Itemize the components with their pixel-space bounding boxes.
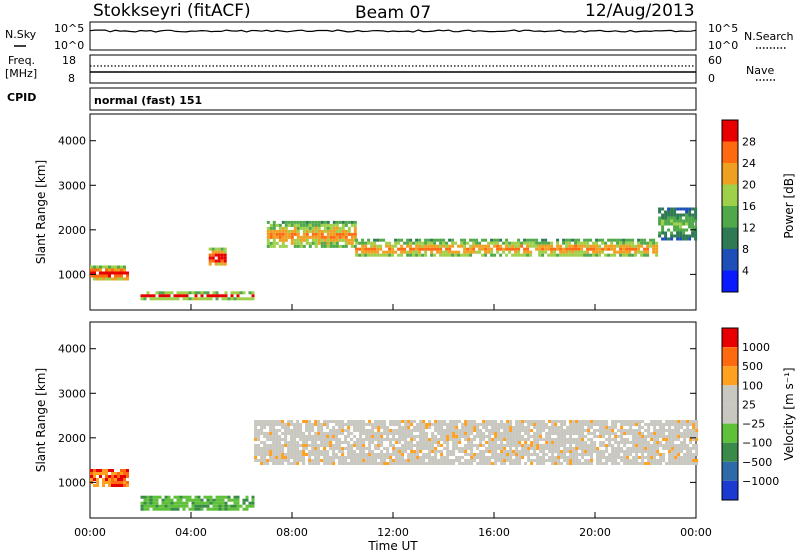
colorbar-swatch bbox=[722, 480, 738, 500]
velocity-feature-0 bbox=[90, 469, 129, 487]
velocity-feature-2 bbox=[254, 420, 699, 465]
velocity-feature-1 bbox=[140, 495, 255, 511]
colorbar-swatch bbox=[722, 163, 738, 185]
xtick-label: 00:00 bbox=[74, 526, 106, 539]
noise-panel-frame bbox=[89, 21, 697, 51]
xtick-label: 20:00 bbox=[579, 526, 611, 539]
noise-right-tick-bottom: 10^0 bbox=[708, 39, 738, 52]
colorbar-swatch bbox=[722, 461, 738, 481]
colorbar-tick: 4 bbox=[742, 265, 749, 278]
ytick-label: 1000 bbox=[58, 476, 86, 489]
power-feature-0 bbox=[90, 265, 129, 281]
colorbar-swatch bbox=[722, 227, 738, 249]
colorbar-frame bbox=[721, 119, 739, 293]
ytick-label: 3000 bbox=[58, 387, 86, 400]
xaxis-label: Time UT bbox=[367, 539, 418, 553]
colorbar-tick: 12 bbox=[742, 222, 756, 235]
power-feature-3 bbox=[266, 220, 357, 248]
station-title: Stokkseyri (fitACF) bbox=[93, 1, 251, 21]
power-heatmap bbox=[90, 207, 698, 301]
freq-label-line2: [MHz] bbox=[5, 67, 37, 80]
ytick-label: 4000 bbox=[58, 135, 86, 148]
velocity-colorbar: −1000 −500 −100 −25 25 100 500 1000 Velocity [m … bbox=[721, 327, 796, 501]
noise-left-tick-top: 10^5 bbox=[54, 22, 84, 35]
colorbar-swatch bbox=[722, 404, 738, 424]
colorbar-swatch bbox=[722, 206, 738, 228]
ytick-label: 2000 bbox=[58, 224, 86, 237]
freq-right-tick-top: 60 bbox=[708, 54, 722, 67]
xtick-label: 12:00 bbox=[377, 526, 409, 539]
ytick-label: 4000 bbox=[58, 343, 86, 356]
velocity-ylabel: Slant Range [km] bbox=[34, 368, 48, 472]
freq-right-tick-bottom: 0 bbox=[708, 72, 715, 85]
freq-panel-frame bbox=[89, 54, 697, 84]
xtick-label: 00:00 bbox=[680, 526, 712, 539]
freq-left-tick-bottom: 8 bbox=[68, 72, 75, 85]
power-feature-2 bbox=[208, 247, 227, 266]
power-feature-4 bbox=[355, 238, 659, 257]
cpid-value: normal (fast) 151 bbox=[94, 94, 202, 107]
power-feature-5 bbox=[658, 207, 698, 241]
colorbar-tick: −1000 bbox=[742, 475, 779, 488]
colorbar-tick: 500 bbox=[742, 360, 763, 373]
colorbar-tick: 20 bbox=[742, 179, 756, 192]
noise-trace-line bbox=[89, 29, 697, 33]
colorbar-swatch bbox=[722, 120, 738, 142]
colorbar-tick: 1000 bbox=[742, 341, 770, 354]
colorbar-swatch bbox=[722, 385, 738, 405]
beam-title: Beam 07 bbox=[355, 3, 431, 23]
colorbar-tick: 100 bbox=[742, 379, 763, 392]
xtick-label: 04:00 bbox=[175, 526, 207, 539]
colorbar-label: Power [dB] bbox=[782, 173, 796, 238]
noise-left-label: N.Sky bbox=[5, 28, 37, 41]
colorbar-swatch bbox=[722, 423, 738, 443]
freq-left-tick-top: 18 bbox=[62, 54, 76, 67]
ytick-label: 2000 bbox=[58, 432, 86, 445]
colorbar-tick: 16 bbox=[742, 200, 756, 213]
colorbar-swatch bbox=[722, 442, 738, 462]
colorbar-swatch bbox=[722, 141, 738, 163]
power-ylabel: Slant Range [km] bbox=[34, 160, 48, 264]
colorbar-swatch bbox=[722, 249, 738, 271]
colorbar-tick: −100 bbox=[742, 437, 772, 450]
colorbar-frame bbox=[721, 327, 739, 501]
cpid-panel-frame bbox=[89, 87, 697, 111]
ytick-label: 1000 bbox=[58, 268, 86, 281]
power-panel-frame bbox=[89, 113, 697, 311]
ytick-label: 3000 bbox=[58, 179, 86, 192]
colorbar-tick: 24 bbox=[742, 157, 756, 170]
colorbar-swatch bbox=[722, 366, 738, 386]
colorbar-tick: 28 bbox=[742, 136, 756, 149]
axes-layer: 1000 2000 3000 4000 1000 2000 3000 4000 00:00 04:… bbox=[58, 135, 712, 539]
power-feature-1 bbox=[140, 291, 255, 301]
nave-label: Nave bbox=[746, 64, 774, 77]
power-colorbar: 4 8 12 16 20 24 28 Power [dB] bbox=[721, 119, 796, 293]
colorbar-swatch bbox=[722, 270, 738, 292]
noise-left-tick-bottom: 10^0 bbox=[54, 39, 84, 52]
colorbar-swatch bbox=[722, 184, 738, 206]
xtick-label: 08:00 bbox=[276, 526, 308, 539]
date-title: 12/Aug/2013 bbox=[585, 1, 695, 21]
colorbar-tick: 25 bbox=[742, 398, 756, 411]
colorbar-tick: −500 bbox=[742, 456, 772, 469]
xtick-label: 16:00 bbox=[478, 526, 510, 539]
cpid-label: CPID bbox=[7, 91, 36, 104]
colorbar-tick: −25 bbox=[742, 418, 765, 431]
noise-right-tick-top: 10^5 bbox=[708, 22, 738, 35]
colorbar-tick: 8 bbox=[742, 243, 749, 256]
freq-label-line1: Freq. bbox=[8, 54, 35, 67]
velocity-heatmap bbox=[90, 420, 699, 511]
noise-right-label: N.Search bbox=[744, 30, 794, 43]
colorbar-swatch bbox=[722, 347, 738, 367]
colorbar-swatch bbox=[722, 328, 738, 348]
colorbar-label: Velocity [m s⁻¹] bbox=[782, 367, 796, 460]
